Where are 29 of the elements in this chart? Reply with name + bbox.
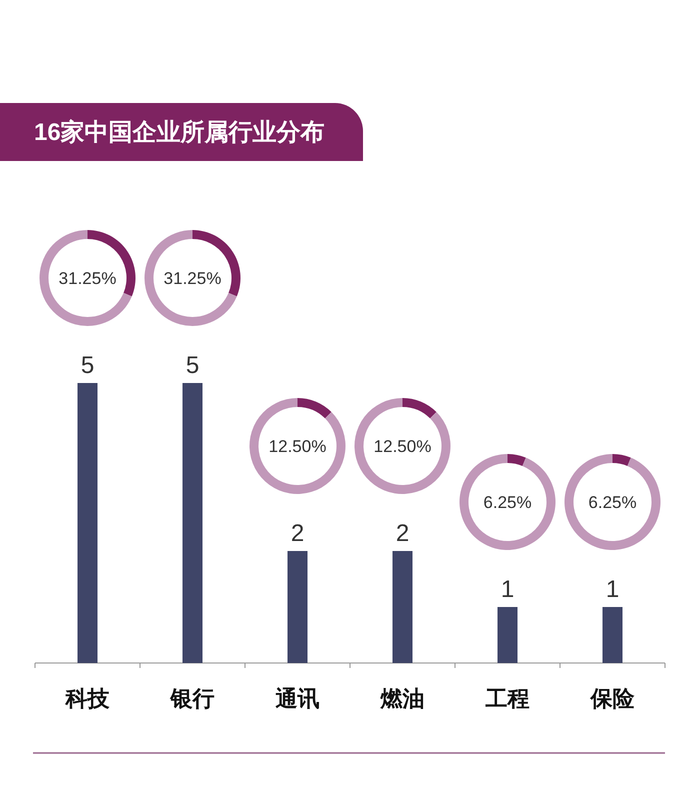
x-tick-label: 科技 <box>64 686 110 711</box>
donut-slice <box>508 454 526 466</box>
annotation: 12.50% <box>374 437 432 456</box>
donut-slice <box>460 454 556 550</box>
data-label: 1 <box>606 576 620 603</box>
chart-title: 16家中国企业所属行业分布 <box>34 119 325 146</box>
x-tick-label: 银行 <box>170 686 214 711</box>
donut-slice <box>298 398 332 418</box>
text: 31.25% <box>58 269 116 288</box>
donut-slice <box>402 398 436 418</box>
x-tick-label: 通讯 <box>274 686 320 711</box>
donut-slice <box>612 454 631 466</box>
donut-slice <box>250 398 346 494</box>
data-label: 5 <box>186 352 200 379</box>
text: 31.25% <box>164 269 222 288</box>
donut-slice <box>564 454 660 550</box>
donut-slice <box>144 230 237 326</box>
data-label: 2 <box>396 520 410 547</box>
donut-slice <box>354 398 450 494</box>
x-tick-label: 工程 <box>484 686 530 711</box>
data-label: 5 <box>80 352 94 379</box>
data-label: 2 <box>290 520 304 547</box>
x-tick-label: 保险 <box>590 686 636 711</box>
x-tick-label: 燃油 <box>380 686 424 711</box>
annotation: 12.50% <box>268 437 326 456</box>
data-label: 1 <box>500 576 514 603</box>
donut-slice <box>40 230 132 326</box>
annotation: 6.25% <box>483 493 532 512</box>
annotation: 6.25% <box>588 493 637 512</box>
